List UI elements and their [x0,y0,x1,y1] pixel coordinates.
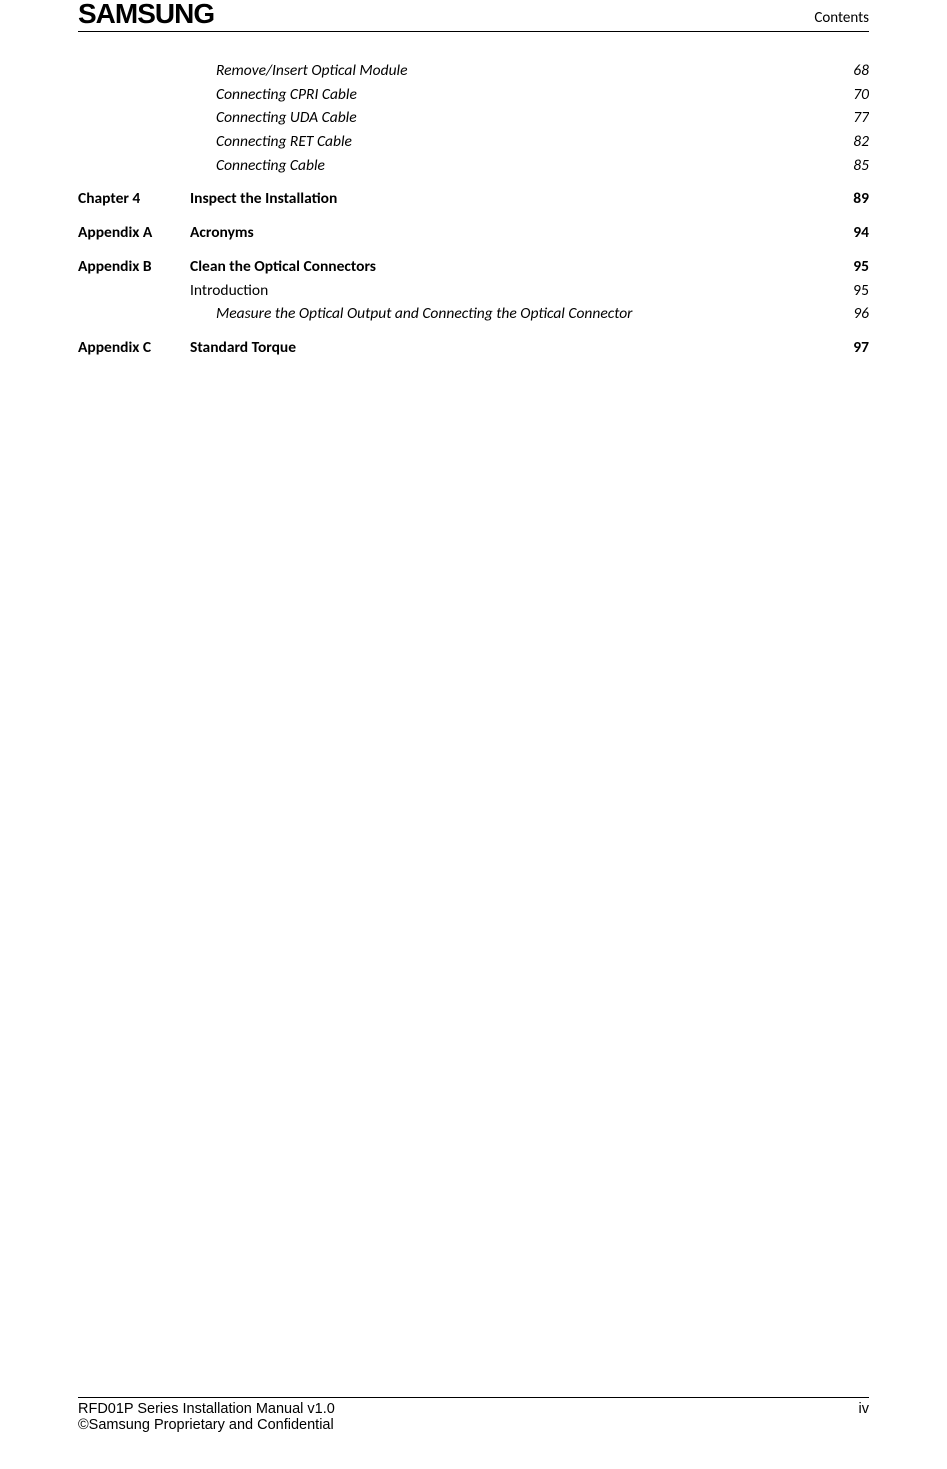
toc-title: Acronyms [190,222,254,244]
toc-page: 96 [853,303,869,325]
toc-title: Introduction [190,280,268,302]
toc-page: 70 [853,84,869,106]
toc-row: Chapter 4 Inspect the Installation 89 [78,188,869,210]
toc-row: Appendix C Standard Torque 97 [78,337,869,359]
toc-row: Connecting CPRI Cable 70 [78,84,869,106]
toc-page: 94 [853,222,869,244]
footer-page-number: iv [859,1401,869,1417]
toc-page: 95 [853,256,869,278]
toc-page: 82 [853,131,869,153]
toc-row: Connecting RET Cable 82 [78,131,869,153]
toc-title: Measure the Optical Output and Connectin… [190,303,632,325]
toc-label: Appendix C [78,337,190,359]
samsung-logo: SAMSUNG [78,0,271,29]
svg-text:SAMSUNG: SAMSUNG [78,0,214,27]
toc-title: Connecting UDA Cable [190,107,357,129]
toc-row: Appendix B Clean the Optical Connectors … [78,256,869,278]
toc-row: Remove/Insert Optical Module 68 [78,60,869,82]
toc-title: Connecting Cable [190,155,325,177]
page-header: SAMSUNG Contents [78,0,869,32]
toc-label: Appendix B [78,256,190,278]
toc-title: Remove/Insert Optical Module [190,60,408,82]
toc-page: 68 [853,60,869,82]
toc-row: Appendix A Acronyms 94 [78,222,869,244]
toc-title: Clean the Optical Connectors [190,256,376,278]
footer-line-1: RFD01P Series Installation Manual v1.0 i… [78,1401,869,1417]
toc-title: Inspect the Installation [190,188,337,210]
toc-row: Measure the Optical Output and Connectin… [78,303,869,325]
footer-confidential: ©Samsung Proprietary and Confidential [78,1417,869,1433]
toc-title: Standard Torque [190,337,296,359]
toc-page: 89 [853,188,869,210]
page-footer: RFD01P Series Installation Manual v1.0 i… [78,1397,869,1433]
toc-label: Appendix A [78,222,190,244]
toc-row: Introduction 95 [78,280,869,302]
toc-row: Connecting Cable 85 [78,155,869,177]
toc-page: 77 [853,107,869,129]
footer-doc-title: RFD01P Series Installation Manual v1.0 [78,1401,335,1417]
toc-title: Connecting RET Cable [190,131,352,153]
toc-label: Chapter 4 [78,188,190,210]
toc-page: 95 [853,280,869,302]
toc-title: Connecting CPRI Cable [190,84,357,106]
toc-page: 85 [853,155,869,177]
toc-row: Connecting UDA Cable 77 [78,107,869,129]
header-section-label: Contents [814,9,869,29]
page-container: SAMSUNG Contents Remove/Insert Optical M… [0,0,947,1469]
toc-page: 97 [853,337,869,359]
table-of-contents: Remove/Insert Optical Module 68 Connecti… [78,32,869,359]
